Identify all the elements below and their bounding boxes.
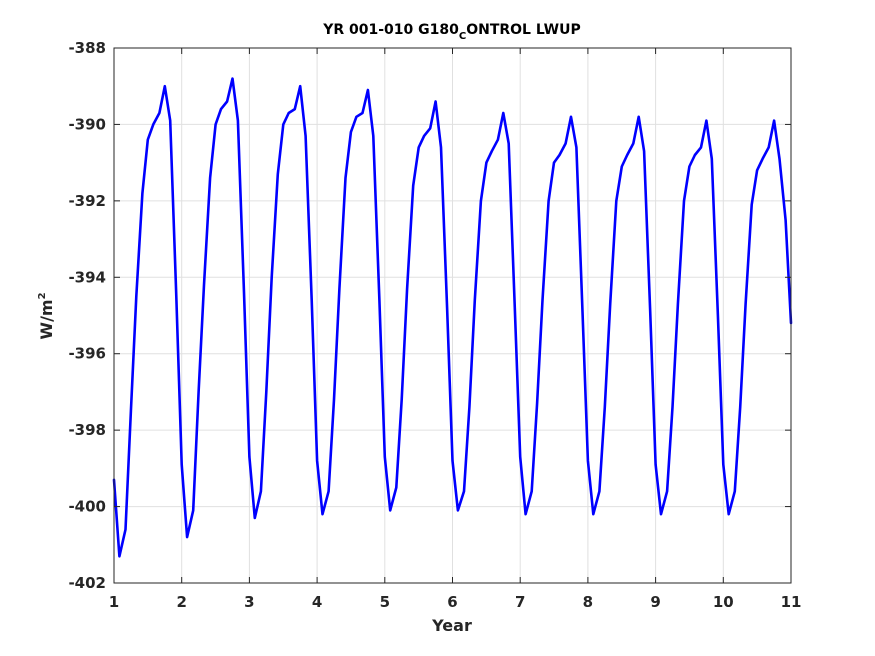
y-axis-label-base: W/m (37, 299, 56, 339)
y-tick-label: -390 (68, 115, 106, 133)
x-tick-label: 2 (176, 593, 186, 611)
y-tick-labels: -402 -400 -398 -396 -394 -392 -390 -388 (68, 39, 106, 592)
y-tick-label: -398 (68, 421, 106, 439)
chart-title-subscript: C (459, 31, 466, 42)
y-axis-label-superscript: 2 (37, 292, 48, 299)
x-tick-label: 8 (583, 593, 593, 611)
x-axis-label: Year (431, 616, 472, 635)
x-tick-label: 3 (244, 593, 254, 611)
y-tick-label: -400 (68, 498, 106, 516)
x-tick-label: 5 (380, 593, 390, 611)
x-tick-label: 9 (650, 593, 660, 611)
x-tick-label: 10 (713, 593, 734, 611)
y-tick-label: -402 (68, 574, 106, 592)
y-axis-label: W/m2 (37, 292, 56, 339)
x-tick-label: 11 (781, 593, 802, 611)
chart-title: YR 001-010 G180CONTROL LWUP (322, 22, 581, 42)
chart-title-suffix: ONTROL LWUP (466, 22, 581, 38)
x-tick-labels: 1 2 3 4 5 6 7 8 9 10 11 (109, 593, 802, 611)
y-tick-label: -392 (68, 192, 106, 210)
x-tick-label: 7 (515, 593, 525, 611)
y-tick-label: -394 (68, 268, 106, 286)
x-tick-label: 1 (109, 593, 119, 611)
series-layer (112, 77, 793, 558)
y-tick-label: -388 (68, 39, 106, 57)
series-line (112, 77, 793, 558)
y-tick-label: -396 (68, 345, 106, 363)
x-tick-label: 4 (312, 593, 322, 611)
chart-title-main: YR 001-010 G180 (322, 22, 459, 38)
tick-marks (113, 47, 792, 584)
x-tick-label: 6 (447, 593, 457, 611)
